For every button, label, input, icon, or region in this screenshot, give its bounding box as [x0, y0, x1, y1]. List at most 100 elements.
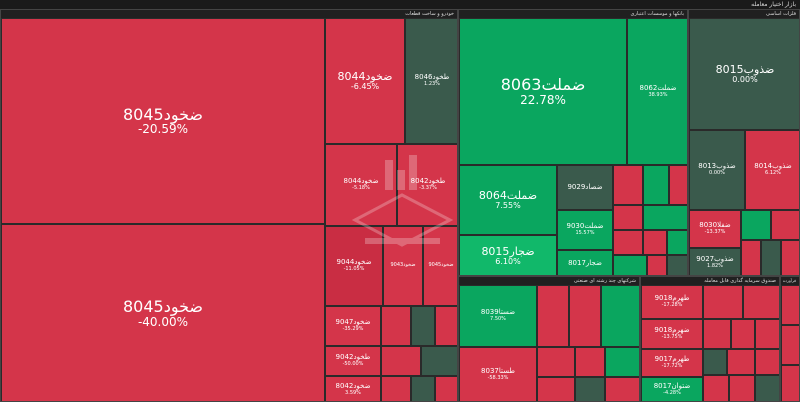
- treemap-cell[interactable]: ضذوب8013 0.00%: [689, 130, 745, 210]
- treemap-cell[interactable]: [781, 365, 799, 401]
- cell-symbol: ضخود8045: [122, 297, 204, 317]
- treemap-cell[interactable]: ضخود9043: [383, 226, 423, 306]
- treemap-cell[interactable]: [647, 255, 667, 275]
- treemap-cell[interactable]: [781, 325, 799, 365]
- cell-change: -50.00%: [342, 361, 364, 368]
- treemap-cell[interactable]: ضخود8045 -20.59%: [1, 18, 325, 224]
- treemap-cell[interactable]: [601, 285, 639, 347]
- treemap-cell[interactable]: طستا8037 -58.33%: [459, 347, 537, 401]
- cell-symbol: ضذوب8015: [715, 62, 775, 76]
- treemap-cell[interactable]: [703, 375, 729, 401]
- treemap-cell[interactable]: ضملت8062 38.93%: [627, 18, 687, 165]
- cell-symbol: ضجار8015: [481, 244, 535, 258]
- treemap-cell[interactable]: [411, 306, 435, 346]
- treemap-cell[interactable]: [575, 377, 605, 401]
- cell-symbol: ضملت8062: [639, 83, 677, 92]
- treemap-cell[interactable]: [605, 377, 639, 401]
- treemap-cell[interactable]: ضذوب9027 1.82%: [689, 248, 741, 275]
- treemap-cell[interactable]: ضخود8045 -40.00%: [1, 224, 325, 401]
- treemap-cell[interactable]: ضجار8017: [557, 250, 613, 275]
- treemap-cell[interactable]: ضملت8064 7.55%: [459, 165, 557, 235]
- treemap-cell[interactable]: [411, 376, 435, 401]
- treemap-cell[interactable]: ضملت9030 15.57%: [557, 210, 613, 250]
- treemap-cell[interactable]: [537, 377, 575, 401]
- treemap-cell[interactable]: [667, 255, 687, 275]
- treemap-cell[interactable]: ضفلا8030 -13.37%: [689, 210, 741, 248]
- treemap-cell[interactable]: [605, 347, 639, 377]
- cell-symbol: ضخود9044: [336, 258, 372, 267]
- sector-etf: صندوق سرمایه گذاری قابل معامله طهرم9018 …: [640, 276, 780, 402]
- treemap-cell[interactable]: طهرم9018 -17.28%: [641, 285, 703, 319]
- treemap-cell[interactable]: [421, 346, 457, 376]
- treemap-cell[interactable]: ضخود8044 -6.45%: [325, 18, 405, 144]
- sector-label: شرکتهای چند رشته ای صنعتی: [459, 277, 639, 285]
- treemap-cell[interactable]: [755, 349, 779, 375]
- cell-symbol: ضذوب8014: [754, 162, 792, 171]
- treemap-cell[interactable]: [703, 285, 743, 319]
- treemap-cell[interactable]: [381, 376, 411, 401]
- treemap-cell[interactable]: [703, 319, 731, 349]
- treemap-cell[interactable]: ضتوان8017 -4.28%: [641, 377, 703, 401]
- treemap-cell[interactable]: [569, 285, 601, 347]
- treemap-cell[interactable]: ضخود9045: [423, 226, 457, 306]
- treemap-cell[interactable]: ضجار8015 6.10%: [459, 235, 557, 275]
- treemap-cell[interactable]: [781, 240, 799, 275]
- treemap-cell[interactable]: [729, 375, 755, 401]
- treemap-cell[interactable]: [731, 319, 755, 349]
- treemap-cell[interactable]: [613, 230, 643, 255]
- treemap-cell[interactable]: [381, 306, 411, 346]
- treemap-cell[interactable]: [741, 240, 761, 275]
- treemap-cell[interactable]: [743, 285, 779, 319]
- treemap-cell[interactable]: [613, 255, 647, 275]
- treemap-cell[interactable]: [669, 165, 687, 205]
- treemap-cell[interactable]: ضخود9044 -11.05%: [325, 226, 383, 306]
- treemap-cell[interactable]: ضذوب8014 6.12%: [745, 130, 799, 210]
- treemap-cell[interactable]: [643, 205, 687, 230]
- treemap-cell[interactable]: ضهرم9018 -13.75%: [641, 319, 703, 349]
- cell-symbol: ضملت8063: [500, 75, 586, 95]
- treemap-cell[interactable]: طخود8046 1.23%: [405, 18, 457, 144]
- treemap-cell[interactable]: [727, 349, 755, 375]
- treemap-cell[interactable]: ضخود9047 -35.29%: [325, 306, 381, 346]
- treemap-cell[interactable]: [771, 210, 799, 240]
- treemap-cell[interactable]: طهرم9017 -17.72%: [641, 349, 703, 377]
- treemap-cell[interactable]: [537, 347, 575, 377]
- treemap-cell[interactable]: [643, 230, 667, 255]
- treemap-cell[interactable]: [613, 205, 643, 230]
- cell-change: -3.37%: [419, 185, 437, 192]
- cell-symbol: طخود8046: [414, 73, 450, 82]
- treemap-cell[interactable]: [741, 210, 771, 240]
- cell-change: 22.78%: [520, 92, 566, 107]
- treemap-cell[interactable]: [575, 347, 605, 377]
- treemap-cell[interactable]: [381, 346, 421, 376]
- treemap-cell[interactable]: ضخود8042 3.59%: [325, 376, 381, 401]
- cell-symbol: ضتوان8017: [653, 382, 691, 391]
- treemap-cell[interactable]: ضذوب8015 0.00%: [689, 18, 799, 130]
- treemap-cell[interactable]: [435, 306, 457, 346]
- treemap-cell[interactable]: [703, 349, 727, 375]
- cell-change: 7.50%: [490, 316, 506, 323]
- cell-symbol: طستا8037: [481, 367, 515, 376]
- treemap-cell[interactable]: [667, 230, 687, 255]
- treemap-cell[interactable]: [435, 376, 457, 401]
- treemap-cell[interactable]: [643, 165, 669, 205]
- treemap-cell[interactable]: ضستا8039 7.50%: [459, 285, 537, 347]
- cell-change: -35.29%: [342, 326, 364, 333]
- cell-change: 1.82%: [707, 262, 723, 269]
- treemap-cell[interactable]: [613, 165, 643, 205]
- cell-change: 6.12%: [765, 170, 781, 177]
- treemap-cell[interactable]: طخود9042 -50.00%: [325, 346, 381, 376]
- treemap-cell[interactable]: [781, 285, 799, 325]
- cell-symbol: طخود8042: [410, 177, 446, 186]
- treemap-cell[interactable]: [537, 285, 569, 347]
- treemap-cell[interactable]: ضخود8044 -5.18%: [325, 144, 397, 226]
- treemap-cell[interactable]: ضصاد9029: [557, 165, 613, 210]
- sector-auto: خودرو و ساخت قطعات ضخود8045 -20.59% ضخود…: [0, 9, 458, 402]
- treemap-cell[interactable]: [755, 375, 779, 401]
- treemap-cell[interactable]: [761, 240, 781, 275]
- cell-symbol: ضخود8045: [122, 104, 204, 124]
- cell-symbol: ضملت8064: [478, 188, 538, 202]
- treemap-cell[interactable]: [755, 319, 779, 349]
- treemap-cell[interactable]: طخود8042 -3.37%: [397, 144, 457, 226]
- treemap-cell[interactable]: ضملت8063 22.78%: [459, 18, 627, 165]
